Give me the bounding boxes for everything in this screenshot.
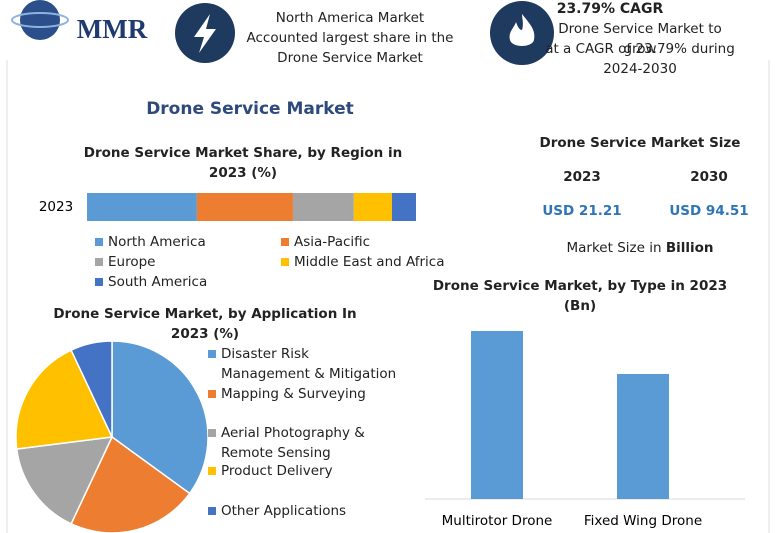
highlight-text: Drone Service Market: [277, 50, 423, 66]
bar-segment: [391, 193, 416, 221]
market-size-note: Market Size in Billion: [520, 238, 760, 258]
chart-title: Drone Service Market Share, by Region in…: [83, 145, 403, 181]
legend-item: Aerial Photography & Remote Sensing: [208, 423, 400, 463]
year-label: 2030: [690, 169, 728, 185]
legend-item: Disaster Risk Management & Mitigation: [208, 344, 400, 384]
legend-swatch: [281, 238, 289, 246]
legend-item: Asia-Pacific: [281, 232, 461, 252]
legend-label: Mapping & Surveying: [221, 386, 366, 402]
chart-title: Drone Service Market, by Application In …: [53, 306, 357, 342]
highlight-text: Accounted largest share in the: [246, 30, 454, 46]
legend-item: Europe: [95, 252, 275, 272]
market-size-title: Drone Service Market Size: [539, 135, 741, 151]
market-value: USD 21.21: [542, 203, 622, 219]
legend-swatch: [208, 429, 216, 437]
legend-label: Asia-Pacific: [294, 234, 371, 250]
bar-segment: [196, 193, 293, 221]
legend-label: Disaster Risk Management & Mitigation: [221, 346, 397, 382]
bar-segment: [353, 193, 392, 221]
x-tick-label: Multirotor Drone: [442, 513, 553, 529]
logo-globe: [20, 0, 60, 40]
legend-swatch: [208, 507, 216, 515]
legend-item: South America: [95, 272, 275, 292]
main-title: Drone Service Market: [146, 99, 354, 119]
cagr-text: at a CAGR of 23.79% during: [545, 41, 735, 57]
legend-label: North America: [108, 234, 206, 250]
cagr-title: 23.79% CAGR: [556, 1, 664, 17]
legend-swatch: [95, 258, 103, 266]
legend-swatch: [95, 238, 103, 246]
lightning-icon: [194, 14, 216, 53]
legend-label: Middle East and Africa: [294, 254, 445, 270]
pie-slice: [111, 340, 209, 495]
legend-label: Aerial Photography & Remote Sensing: [221, 425, 365, 461]
category-label: 2023: [39, 199, 73, 215]
note-text: Market Size in: [566, 240, 662, 256]
bar: [471, 331, 523, 499]
legend-swatch: [95, 278, 103, 286]
bar-segment: [87, 193, 197, 221]
bar-segment: [292, 193, 354, 221]
legend-label: South America: [108, 274, 208, 290]
legend-item: North America: [95, 232, 275, 252]
chart-title: Drone Service Market, by Type in 2023 (B…: [432, 278, 728, 314]
legend-swatch: [281, 258, 289, 266]
legend-label: Product Delivery: [221, 463, 333, 479]
pie-slice: [15, 349, 114, 450]
legend-item: Other Applications: [208, 501, 400, 521]
legend-label: Europe: [108, 254, 156, 270]
bar: [617, 373, 669, 499]
cagr-text: Drone Service Market to grow: [558, 21, 722, 57]
highlight-text: North America Market: [275, 10, 425, 26]
logo-orbit: [11, 12, 69, 28]
note-unit: Billion: [665, 240, 714, 256]
legend-item: Middle East and Africa: [281, 252, 461, 272]
legend-swatch: [208, 467, 216, 475]
legend-swatch: [208, 390, 216, 398]
pie-slice: [15, 436, 114, 525]
logo-text: MMR: [77, 14, 148, 44]
pie-slice: [70, 340, 113, 438]
year-label: 2023: [563, 169, 601, 185]
flame-icon: [509, 14, 535, 46]
legend-swatch: [208, 350, 216, 358]
legend-label: Other Applications: [221, 503, 347, 519]
cagr-text: 2024-2030: [603, 61, 677, 77]
legend-item: Mapping & Surveying: [208, 384, 400, 404]
market-value: USD 94.51: [669, 203, 749, 219]
x-tick-label: Fixed Wing Drone: [584, 513, 702, 529]
legend-item: Product Delivery: [208, 461, 400, 481]
